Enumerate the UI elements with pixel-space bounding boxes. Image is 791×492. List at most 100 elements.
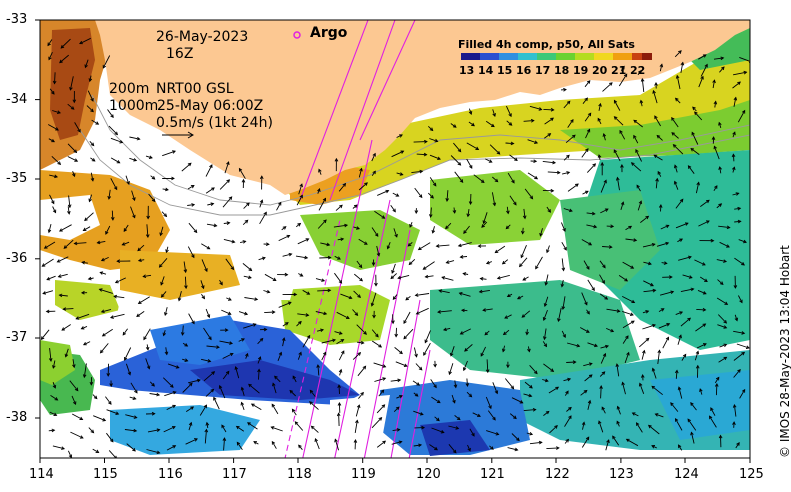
current-vector [521, 310, 531, 318]
current-vector-head [218, 384, 223, 389]
current-vector [295, 255, 308, 259]
current-vector [587, 400, 591, 410]
current-vector [732, 192, 739, 196]
current-vector [497, 274, 510, 279]
current-vectors [40, 37, 750, 458]
colorbar-label: 16 [516, 64, 532, 77]
current-vector [67, 156, 78, 162]
current-vector [165, 347, 168, 355]
current-vector-head [362, 365, 367, 370]
current-vector-head [533, 370, 538, 375]
current-vector [396, 134, 403, 138]
current-vector [657, 350, 660, 365]
current-vector-head [718, 434, 723, 439]
current-vector-head [501, 260, 506, 265]
current-vector [247, 422, 258, 430]
current-vector [466, 391, 472, 398]
current-vector-head [423, 352, 427, 356]
current-vector-head [630, 320, 635, 324]
current-vector [182, 382, 193, 393]
current-vector-head [52, 80, 57, 85]
current-vector [561, 241, 567, 251]
current-vector-head [452, 210, 457, 214]
current-vector-head [544, 378, 549, 383]
current-vector-head [492, 202, 497, 207]
current-vector [187, 379, 201, 384]
current-vector-head [415, 311, 420, 315]
current-vector [99, 288, 113, 294]
current-vector [463, 360, 468, 371]
current-vector-head [469, 165, 473, 169]
current-vector-head [591, 287, 595, 292]
current-vector [429, 177, 437, 187]
current-vector [675, 222, 689, 229]
current-vector-head [663, 261, 668, 265]
current-vector-head [651, 242, 656, 247]
current-vector-head [453, 384, 458, 389]
current-vector-head [735, 192, 740, 196]
current-vector [524, 381, 533, 389]
current-vector-head [382, 440, 387, 445]
current-vector-head [731, 166, 736, 171]
current-vector-head [436, 417, 440, 422]
current-vector [395, 361, 408, 367]
current-vector-head [684, 222, 689, 226]
current-vector [676, 75, 681, 90]
current-vector [450, 123, 457, 128]
current-vector-head [713, 145, 717, 150]
current-vector-head [505, 225, 510, 230]
current-vector [492, 176, 498, 183]
current-vector [480, 278, 487, 280]
current-vector-head [692, 106, 696, 111]
current-vector [297, 238, 309, 245]
current-vector-head [645, 310, 650, 314]
current-vector-head [100, 309, 105, 314]
current-vector-head [342, 182, 347, 187]
current-vector-head [640, 77, 645, 82]
current-vector [622, 320, 635, 329]
colorbar-label: 17 [535, 64, 551, 77]
current-vector-head [601, 280, 605, 285]
colorbar-swatch [480, 53, 499, 60]
current-vector [243, 323, 256, 329]
current-vector [467, 209, 470, 217]
current-vector [483, 308, 493, 311]
current-vector-head [381, 404, 386, 408]
current-vector [737, 110, 746, 123]
current-vector-head [741, 331, 746, 335]
current-vector [52, 445, 65, 450]
current-vector [719, 344, 727, 348]
current-vector-head [502, 331, 507, 336]
current-vector [334, 255, 341, 260]
current-vector [392, 429, 400, 432]
current-vector-head [518, 263, 523, 268]
current-vector [582, 97, 588, 104]
current-vector-head [587, 399, 592, 404]
current-vector [223, 238, 235, 243]
current-vector-head [414, 353, 418, 358]
current-vector [713, 185, 718, 192]
current-vector [454, 171, 464, 183]
current-vector-head [400, 150, 405, 154]
current-vector-head [630, 312, 634, 316]
current-vector [694, 111, 703, 121]
lon-tick-label: 121 [480, 467, 505, 482]
current-vector-head [563, 246, 567, 251]
current-vector-head [159, 232, 163, 237]
current-vector [86, 105, 94, 112]
current-vector [485, 158, 492, 163]
current-vector-head [338, 331, 343, 335]
current-vector [71, 395, 77, 405]
current-vector-head [529, 384, 533, 389]
current-vector-head [299, 183, 303, 188]
current-vector [408, 258, 416, 265]
current-vector-head [700, 75, 704, 80]
current-vector-head [674, 369, 679, 374]
current-vector [616, 364, 620, 377]
current-vector-head [687, 165, 692, 169]
current-vector [294, 421, 304, 431]
current-vector [437, 310, 452, 313]
current-vector [125, 414, 137, 419]
current-vector [74, 122, 81, 133]
current-vector-head [121, 242, 126, 246]
